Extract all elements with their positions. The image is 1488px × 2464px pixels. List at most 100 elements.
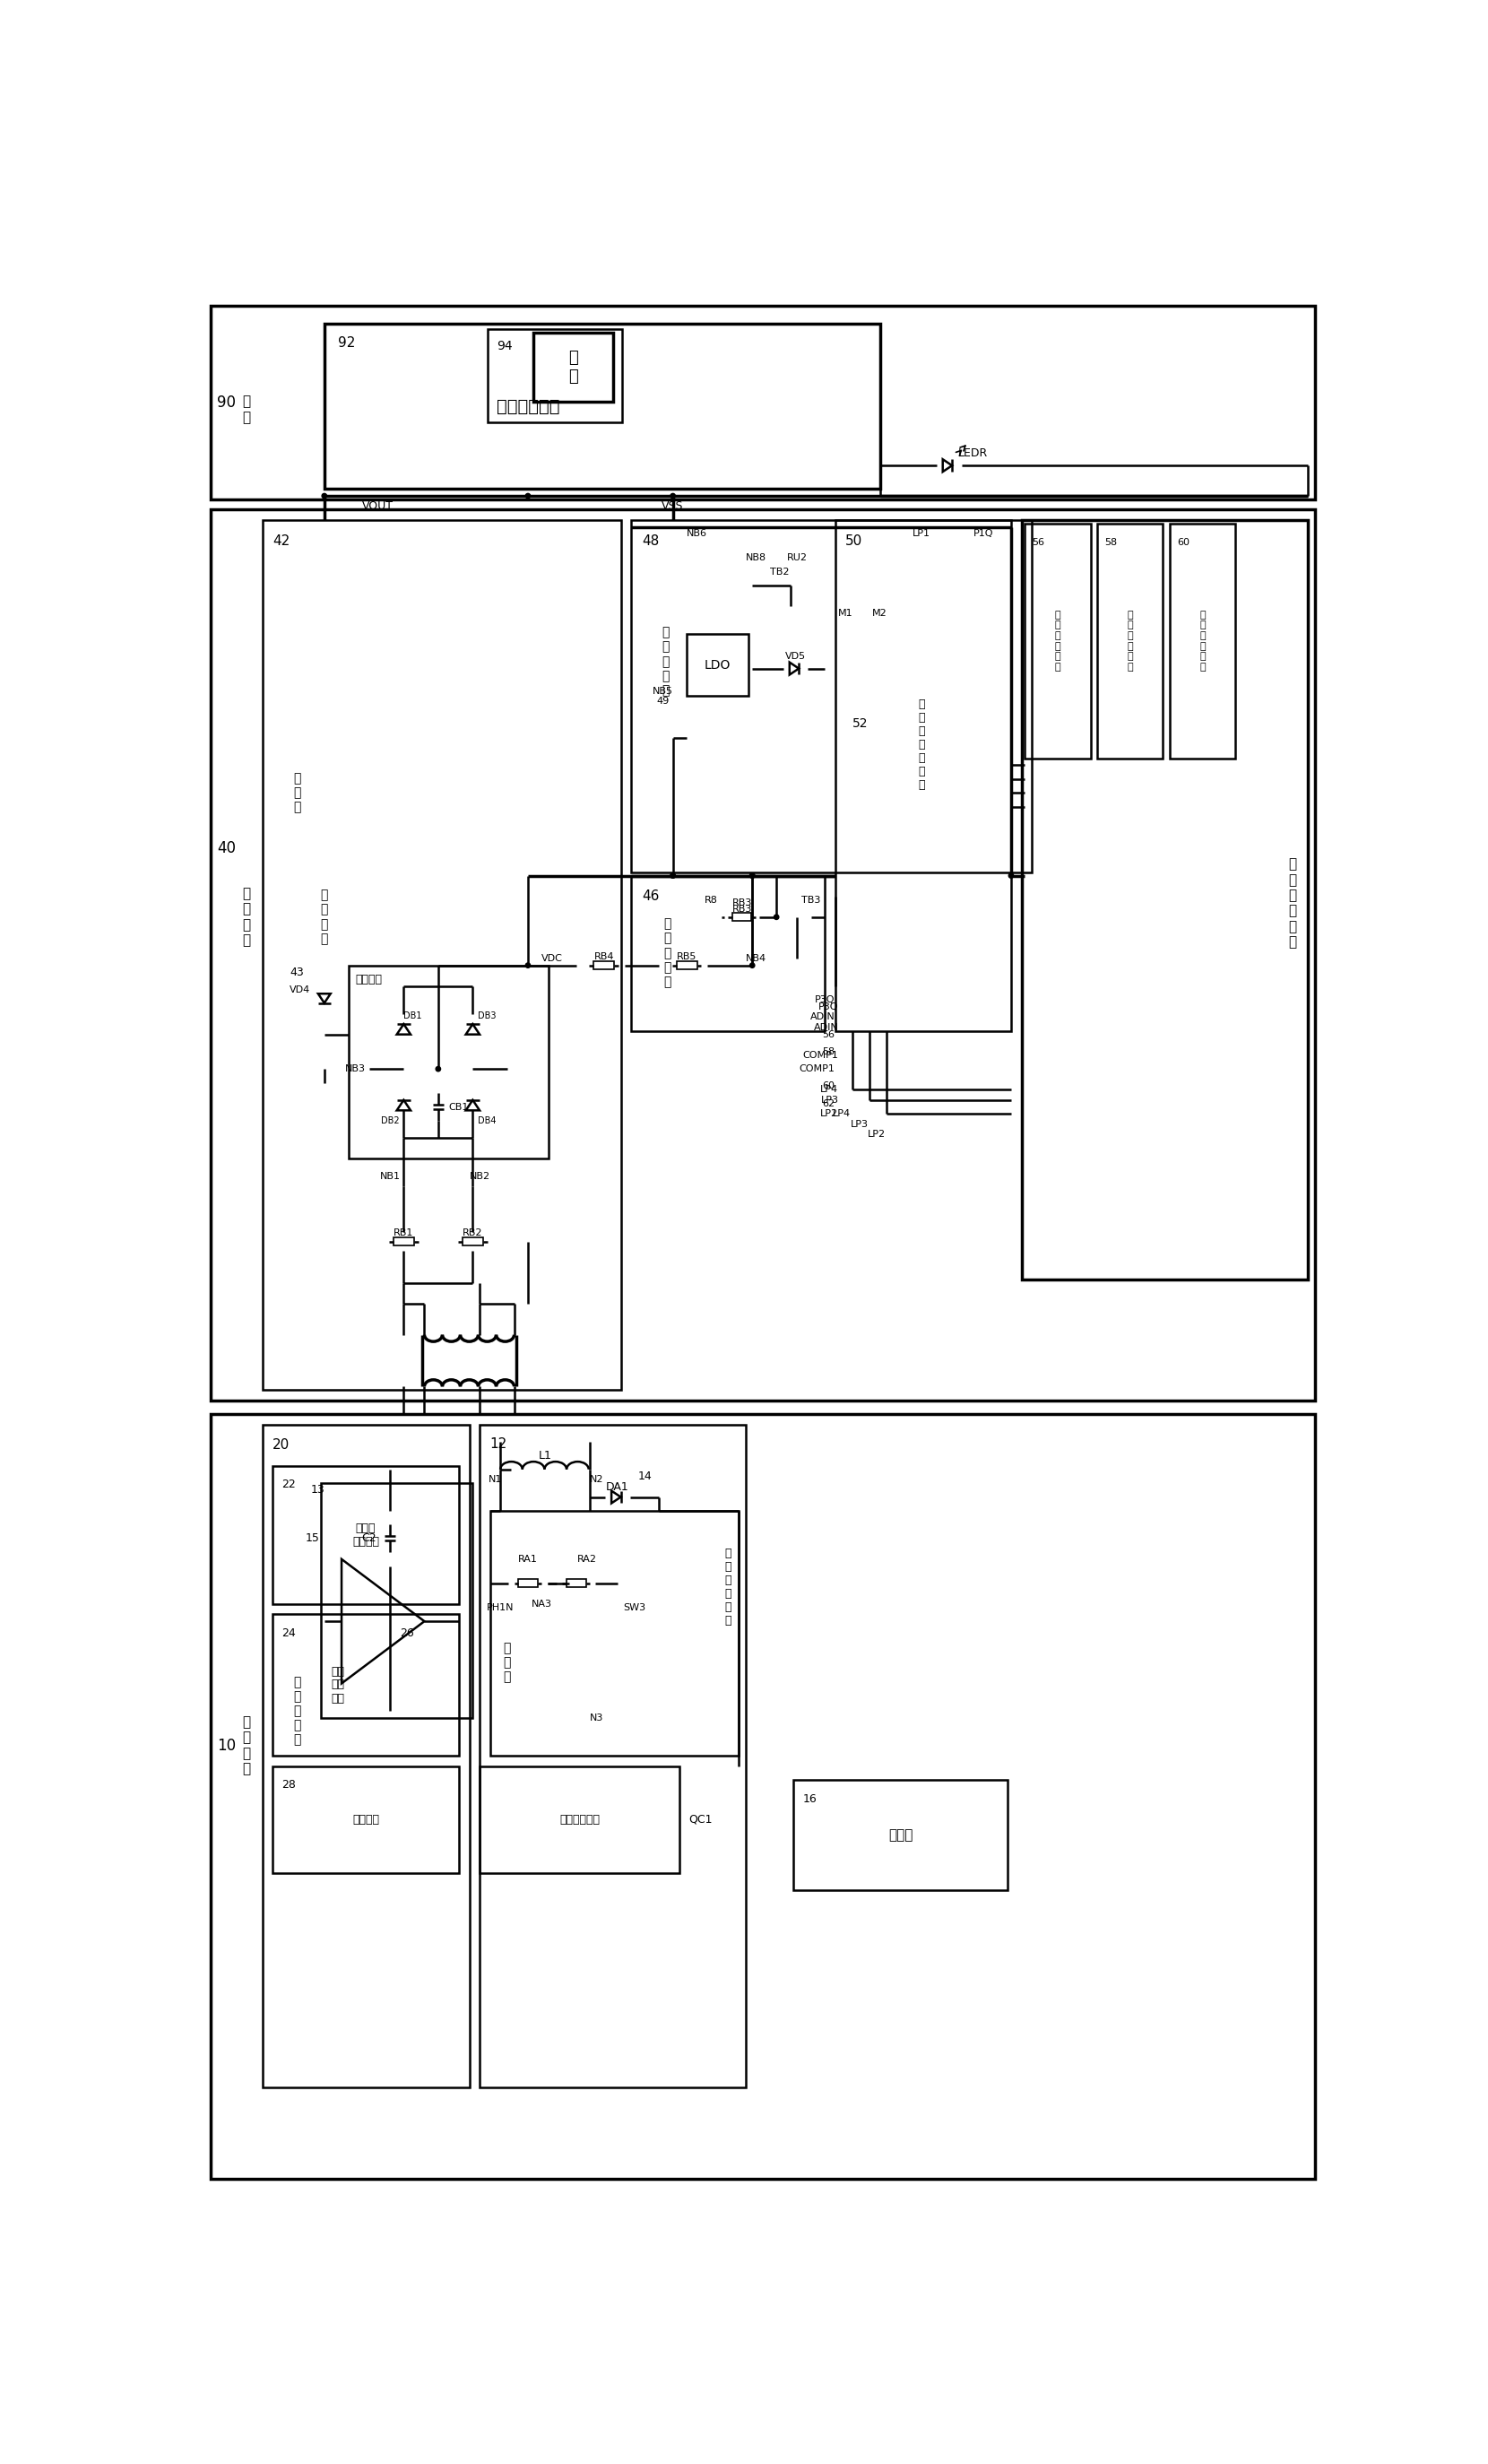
Text: 22: 22 — [281, 1478, 296, 1491]
Bar — [479, 1767, 680, 1873]
Circle shape — [525, 493, 530, 498]
Text: 驱动
控制
电路: 驱动 控制 电路 — [332, 1666, 345, 1705]
Circle shape — [321, 493, 327, 498]
Text: NB8: NB8 — [745, 554, 766, 562]
Bar — [1170, 522, 1235, 759]
Text: LP3: LP3 — [820, 1096, 839, 1104]
Text: TB3: TB3 — [802, 894, 820, 904]
Bar — [490, 1510, 738, 1757]
Text: 整流电路: 整流电路 — [356, 973, 382, 986]
Bar — [518, 1579, 537, 1587]
Bar — [210, 1414, 1315, 2178]
Text: LP2: LP2 — [820, 1109, 839, 1119]
Text: ADIN: ADIN — [814, 1023, 839, 1032]
Polygon shape — [943, 458, 952, 471]
Bar — [210, 510, 1315, 1400]
Text: 16: 16 — [802, 1794, 817, 1806]
Text: 20: 20 — [272, 1439, 290, 1451]
Bar — [210, 306, 1315, 500]
Text: M2: M2 — [872, 609, 887, 618]
Bar — [262, 520, 620, 1390]
Text: 48: 48 — [641, 535, 659, 547]
Text: TB2: TB2 — [771, 567, 790, 577]
Text: 输
电
装
置: 输 电 装 置 — [243, 1715, 250, 1777]
Text: 60: 60 — [1177, 537, 1189, 547]
Text: COMP1: COMP1 — [804, 1050, 839, 1060]
Bar — [393, 1237, 414, 1247]
Text: DB2: DB2 — [381, 1116, 399, 1126]
Text: 充电控制装置: 充电控制装置 — [497, 397, 559, 414]
Text: 受
电
部: 受 电 部 — [293, 771, 301, 813]
Text: DA1: DA1 — [606, 1481, 629, 1493]
Bar — [686, 633, 748, 697]
Text: 负
载
调
制
部: 负 载 调 制 部 — [664, 917, 671, 988]
Circle shape — [750, 872, 754, 877]
Text: 92: 92 — [338, 335, 356, 350]
Circle shape — [750, 872, 754, 877]
Text: 13: 13 — [311, 1483, 324, 1496]
Bar — [793, 1779, 1007, 1890]
Text: 90: 90 — [217, 394, 235, 411]
Text: NB6: NB6 — [687, 530, 707, 537]
Bar — [631, 875, 824, 1030]
Text: 10: 10 — [217, 1737, 235, 1754]
Text: N2: N2 — [591, 1476, 604, 1483]
Text: 受
电
侧
控
制
电
路: 受 电 侧 控 制 电 路 — [918, 697, 924, 791]
Bar — [631, 520, 1031, 872]
Bar — [272, 1614, 458, 1757]
Text: 43: 43 — [290, 966, 304, 978]
Circle shape — [1009, 872, 1013, 877]
Text: 15: 15 — [305, 1533, 320, 1545]
Text: ADIN: ADIN — [809, 1013, 835, 1023]
Text: R8: R8 — [704, 894, 717, 904]
Text: RB3: RB3 — [732, 899, 751, 907]
Text: VD4: VD4 — [290, 986, 311, 993]
Bar — [835, 520, 1010, 1030]
Bar — [1021, 520, 1308, 1279]
Text: P3Q: P3Q — [815, 995, 835, 1005]
Text: LDO: LDO — [705, 658, 731, 670]
Bar — [488, 328, 622, 421]
Text: 波形检测电路: 波形检测电路 — [559, 1814, 600, 1826]
Text: 58: 58 — [823, 1047, 835, 1057]
Text: VDC: VDC — [542, 954, 562, 963]
Text: N3: N3 — [591, 1712, 604, 1722]
Text: PH1N: PH1N — [487, 1604, 513, 1611]
Text: DB4: DB4 — [478, 1116, 496, 1126]
Polygon shape — [466, 1099, 479, 1111]
Text: LP3: LP3 — [850, 1119, 868, 1129]
Text: 整
流
电
路: 整 流 电 路 — [320, 890, 327, 946]
Circle shape — [525, 963, 530, 968]
Bar — [732, 914, 751, 922]
Text: 波
形
监
控
电
路: 波 形 监 控 电 路 — [725, 1547, 732, 1626]
Polygon shape — [466, 1025, 479, 1035]
Bar — [348, 966, 549, 1158]
Text: NB1: NB1 — [379, 1170, 400, 1180]
Text: NB5
49: NB5 49 — [652, 687, 673, 705]
Polygon shape — [790, 663, 799, 675]
Bar — [324, 323, 879, 488]
Circle shape — [671, 493, 676, 498]
Bar — [463, 1237, 484, 1247]
Bar — [321, 1483, 473, 1717]
Text: DB3: DB3 — [478, 1010, 496, 1020]
Text: NB4: NB4 — [745, 954, 766, 963]
Text: QC1: QC1 — [689, 1814, 713, 1826]
Text: LEDR: LEDR — [958, 448, 988, 458]
Text: RU2: RU2 — [787, 554, 808, 562]
Text: VSS: VSS — [662, 500, 684, 513]
Text: 26: 26 — [400, 1626, 414, 1639]
Text: 频
率
检
测
电
路: 频 率 检 测 电 路 — [1128, 611, 1134, 670]
Text: LP4: LP4 — [833, 1109, 851, 1119]
Bar — [1025, 522, 1091, 759]
Text: 94: 94 — [497, 340, 513, 352]
Text: NA3: NA3 — [531, 1599, 552, 1609]
Bar — [594, 961, 615, 968]
Text: 42: 42 — [272, 535, 290, 547]
Text: 显示部: 显示部 — [888, 1828, 914, 1843]
Text: 56: 56 — [823, 1030, 835, 1040]
Text: 56: 56 — [1031, 537, 1045, 547]
Circle shape — [671, 872, 676, 877]
Bar — [1097, 522, 1164, 759]
Text: 输
电
部: 输 电 部 — [503, 1641, 510, 1683]
